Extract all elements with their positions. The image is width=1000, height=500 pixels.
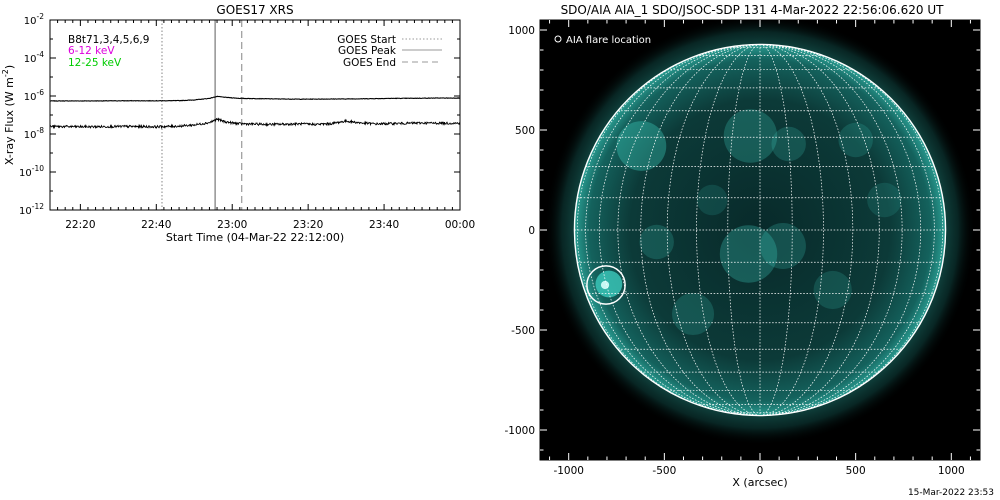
xrs-event-lines (161, 20, 243, 210)
goes-xrs-chart: GOES17 XRS 10-12 10-10 10-8 10-6 10-4 10-2 22… (1, 3, 475, 244)
grid-longitude-10 (759, 44, 793, 416)
xrs-x-tick-label-3: 23:20 (293, 219, 323, 231)
aia-y-tick-label-4: 1000 (508, 25, 535, 37)
xrs-series-12-25kev (49, 117, 461, 130)
active-region-7 (813, 270, 852, 310)
xrs-x-axis: 22:20 22:40 23:00 23:20 23:40 00:00 (49, 20, 475, 231)
aia-legend: AIA flare location (554, 35, 651, 46)
grid-longitude--10 (727, 44, 761, 416)
xrs-x-tick-label-4: 23:40 (369, 219, 399, 231)
aia-y-tick-label-1: -500 (511, 325, 535, 337)
xrs-event-legend: GOES Start GOES Peak GOES End (337, 34, 442, 69)
xrs-y-label-close: ) (3, 65, 16, 69)
xrs-y-tick-label-4: 10-4 (24, 50, 44, 65)
footer-timestamp: 15-Mar-2022 23:53 (908, 488, 994, 498)
active-region-5 (760, 223, 806, 269)
heliographic-grid (574, 44, 946, 416)
legend-goes-peak-label: GOES Peak (338, 45, 397, 57)
grid-longitude-70 (759, 44, 935, 416)
xrs-legend-6-12: 6-12 keV (68, 45, 115, 57)
flare-kernel (600, 280, 610, 290)
aia-x-tick-label-1: -500 (652, 465, 676, 477)
xrs-x-label: Start Time (04-Mar-22 22:12:00) (166, 231, 344, 244)
aia-x-tick-label-4: 1000 (938, 465, 965, 477)
aia-x-label: X (arcsec) (732, 476, 787, 489)
aia-y-tick-label-2: 0 (528, 225, 535, 237)
active-region-10 (867, 182, 902, 218)
xrs-y-tick-label-5: 10-2 (24, 12, 44, 27)
aia-legend-label: AIA flare location (566, 35, 651, 46)
xrs-x-tick-label-2: 23:00 (217, 219, 247, 231)
grid-longitude--30 (666, 44, 761, 416)
aia-image-chart: SDO/AIA AIA_1 SDO/JSOC-SDP 131 4-Mar-202… (504, 3, 981, 489)
flare-location-circle (586, 265, 626, 305)
solar-limb (573, 43, 947, 417)
xrs-legend-12-25: 12-25 keV (68, 57, 122, 69)
grid-longitude--70 (585, 44, 761, 416)
xrs-y-label-sup: -2 (1, 69, 10, 77)
aia-y-tick-label-0: -1000 (504, 425, 535, 437)
xrs-y-tick-label-2: 10-8 (24, 126, 44, 141)
aia-y-tick-label-3: 500 (515, 125, 535, 137)
grid-longitude--50 (617, 44, 761, 416)
aia-x-tick-label-2: 0 (757, 465, 764, 477)
xrs-y-label: X-ray Flux (W m-2) (1, 65, 16, 165)
xrs-y-tick-label-3: 10-6 (24, 88, 44, 103)
xrs-y-tick-label-1: 10-10 (19, 164, 44, 179)
grid-longitude-30 (759, 44, 854, 416)
grid-longitude-40 (759, 44, 880, 416)
active-region-9 (838, 122, 873, 158)
xrs-title: GOES17 XRS (216, 3, 293, 17)
aia-y-axis: -1000 -500 0 500 1000 (504, 25, 980, 451)
grid-longitude--40 (640, 44, 761, 416)
xrs-x-tick-label-1: 22:40 (141, 219, 171, 231)
xrs-y-axis: 10-12 10-10 10-8 10-6 10-4 10-2 (19, 12, 460, 217)
solar-active-regions (595, 109, 902, 336)
grid-longitude--60 (598, 44, 761, 416)
xrs-y-label-main: X-ray Flux (W m (3, 77, 16, 165)
xrs-satellite-label: B8t71,3,4,5,6,9 (68, 34, 149, 46)
xrs-x-tick-label-5: 00:00 (445, 219, 475, 231)
grid-longitude-50 (759, 44, 903, 416)
aia-x-tick-label-0: -1000 (553, 465, 584, 477)
active-region-2 (723, 109, 778, 163)
xrs-y-tick-label-0: 10-12 (19, 202, 44, 217)
active-region-6 (672, 292, 715, 336)
active-region-11 (696, 184, 728, 216)
legend-goes-start-label: GOES Start (337, 34, 396, 46)
active-region-8 (639, 224, 674, 260)
xrs-x-tick-label-0: 22:20 (65, 219, 95, 231)
xrs-series (49, 95, 461, 130)
aia-x-axis: -1000 -500 0 500 1000 (549, 20, 971, 477)
aia-title: SDO/AIA AIA_1 SDO/JSOC-SDP 131 4-Mar-202… (561, 3, 945, 17)
grid-longitude-60 (759, 44, 922, 416)
aia-x-tick-label-3: 500 (846, 465, 866, 477)
legend-goes-end-label: GOES End (343, 57, 396, 69)
active-region-1 (616, 121, 667, 171)
xrs-series-6-12kev (49, 95, 461, 102)
aia-legend-marker (554, 35, 562, 43)
active-region-4 (719, 225, 778, 283)
